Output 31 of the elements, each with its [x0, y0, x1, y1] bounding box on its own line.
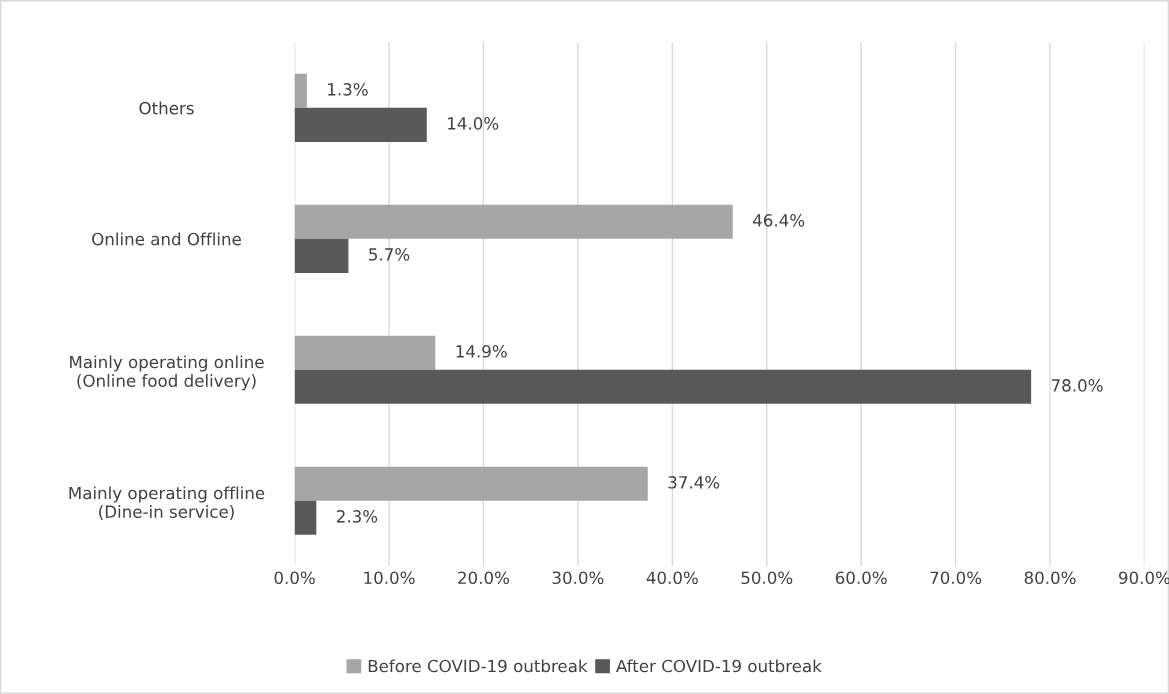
data-label: 37.4%: [668, 476, 720, 489]
bar: [294, 369, 1032, 404]
data-label: 14.9%: [456, 345, 507, 358]
y-tick-label: Others: [139, 101, 194, 115]
data-label: 14.0%: [448, 117, 499, 130]
y-tick-label: Mainly operating offline (Dine-in service): [69, 486, 265, 520]
legend-label: Before COVID-19 outbreak: [368, 659, 588, 673]
y-tick-label: Online and Offline: [92, 232, 241, 246]
data-label: 5.7%: [369, 248, 410, 261]
x-tick-label: 10.0%: [364, 571, 415, 585]
x-tick-label: 0.0%: [274, 571, 315, 585]
x-tick-label: 80.0%: [1024, 571, 1076, 585]
x-tick-label: 70.0%: [930, 571, 982, 585]
data-label: 1.3%: [328, 83, 368, 96]
bar: [294, 500, 317, 535]
x-tick-label: 40.0%: [646, 571, 698, 585]
data-label: 78.0%: [1051, 379, 1103, 392]
y-tick-label: Mainly operating online (Online food delivery): [70, 355, 264, 391]
bar: [294, 466, 648, 501]
bar: [294, 238, 349, 273]
bar: [294, 335, 436, 370]
legend-label: After COVID-19 outbreak: [616, 659, 822, 673]
bar: [294, 73, 307, 108]
bar: [294, 107, 427, 142]
data-label: 46.4%: [753, 214, 805, 227]
x-tick-label: 50.0%: [741, 571, 793, 585]
x-tick-label: 20.0%: [458, 571, 509, 585]
x-tick-label: 60.0%: [835, 571, 887, 585]
bar: [294, 204, 733, 239]
x-tick-label: 30.0%: [552, 571, 604, 585]
data-label: 2.3%: [336, 510, 378, 523]
